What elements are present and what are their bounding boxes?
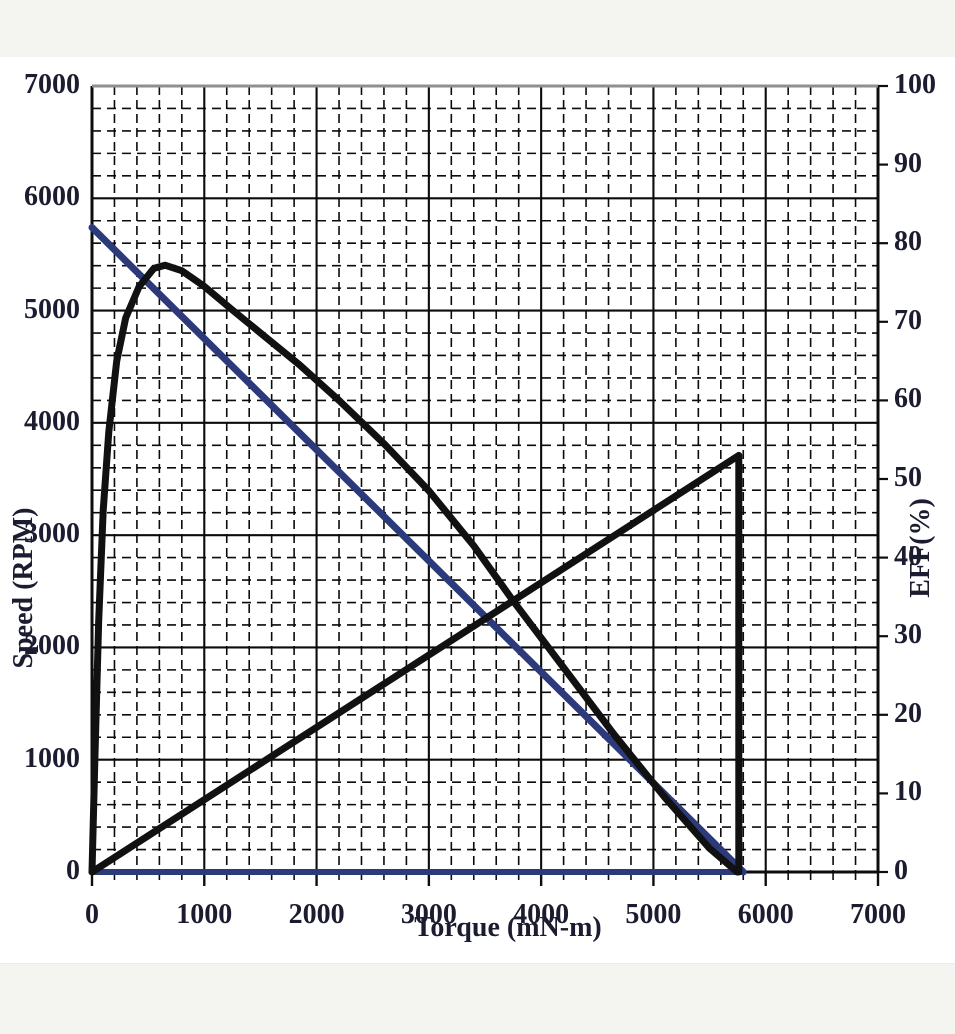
right-y-tick-label: 0 — [894, 854, 908, 886]
x-tick-label: 5000 — [625, 899, 682, 930]
x-tick-label: 7000 — [850, 899, 906, 930]
right-y-tick-label: 50 — [894, 461, 922, 493]
left-y-tick-label: 6000 — [24, 181, 80, 213]
left-y-tick-label: 3000 — [24, 518, 80, 550]
left-y-tick-label: 0 — [66, 854, 80, 886]
x-tick-label: 3000 — [400, 899, 457, 930]
x-axis-title: Torque (mN-m) — [414, 912, 602, 943]
left-y-tick-label: 7000 — [24, 68, 80, 100]
right-y-tick-label: 80 — [894, 226, 922, 258]
x-tick-label: 2000 — [288, 899, 345, 930]
x-tick-label: 4000 — [513, 899, 570, 930]
x-tick-label: 1000 — [176, 899, 233, 930]
right-y-tick-label: 40 — [894, 540, 922, 572]
right-y-tick-label: 30 — [894, 619, 922, 651]
series-rising-line-with-cutoff — [88, 451, 743, 876]
series-efficiency-curve — [88, 261, 741, 876]
left-y-tick-label: 4000 — [24, 405, 80, 437]
right-y-tick-label: 100 — [894, 68, 936, 100]
x-tick-label: 0 — [85, 899, 99, 930]
left-y-tick-label: 5000 — [24, 293, 80, 325]
right-y-tick-label: 60 — [894, 383, 922, 415]
right-y-tick-label: 20 — [894, 697, 922, 729]
left-y-tick-label: 1000 — [24, 742, 80, 774]
bottom-margin-band — [0, 963, 955, 1034]
x-tick-label: 6000 — [737, 899, 794, 930]
right-y-tick-label: 10 — [894, 776, 922, 808]
left-y-tick-label: 2000 — [24, 630, 80, 662]
right-y-tick-label: 70 — [894, 304, 922, 336]
right-y-tick-label: 90 — [894, 147, 922, 179]
